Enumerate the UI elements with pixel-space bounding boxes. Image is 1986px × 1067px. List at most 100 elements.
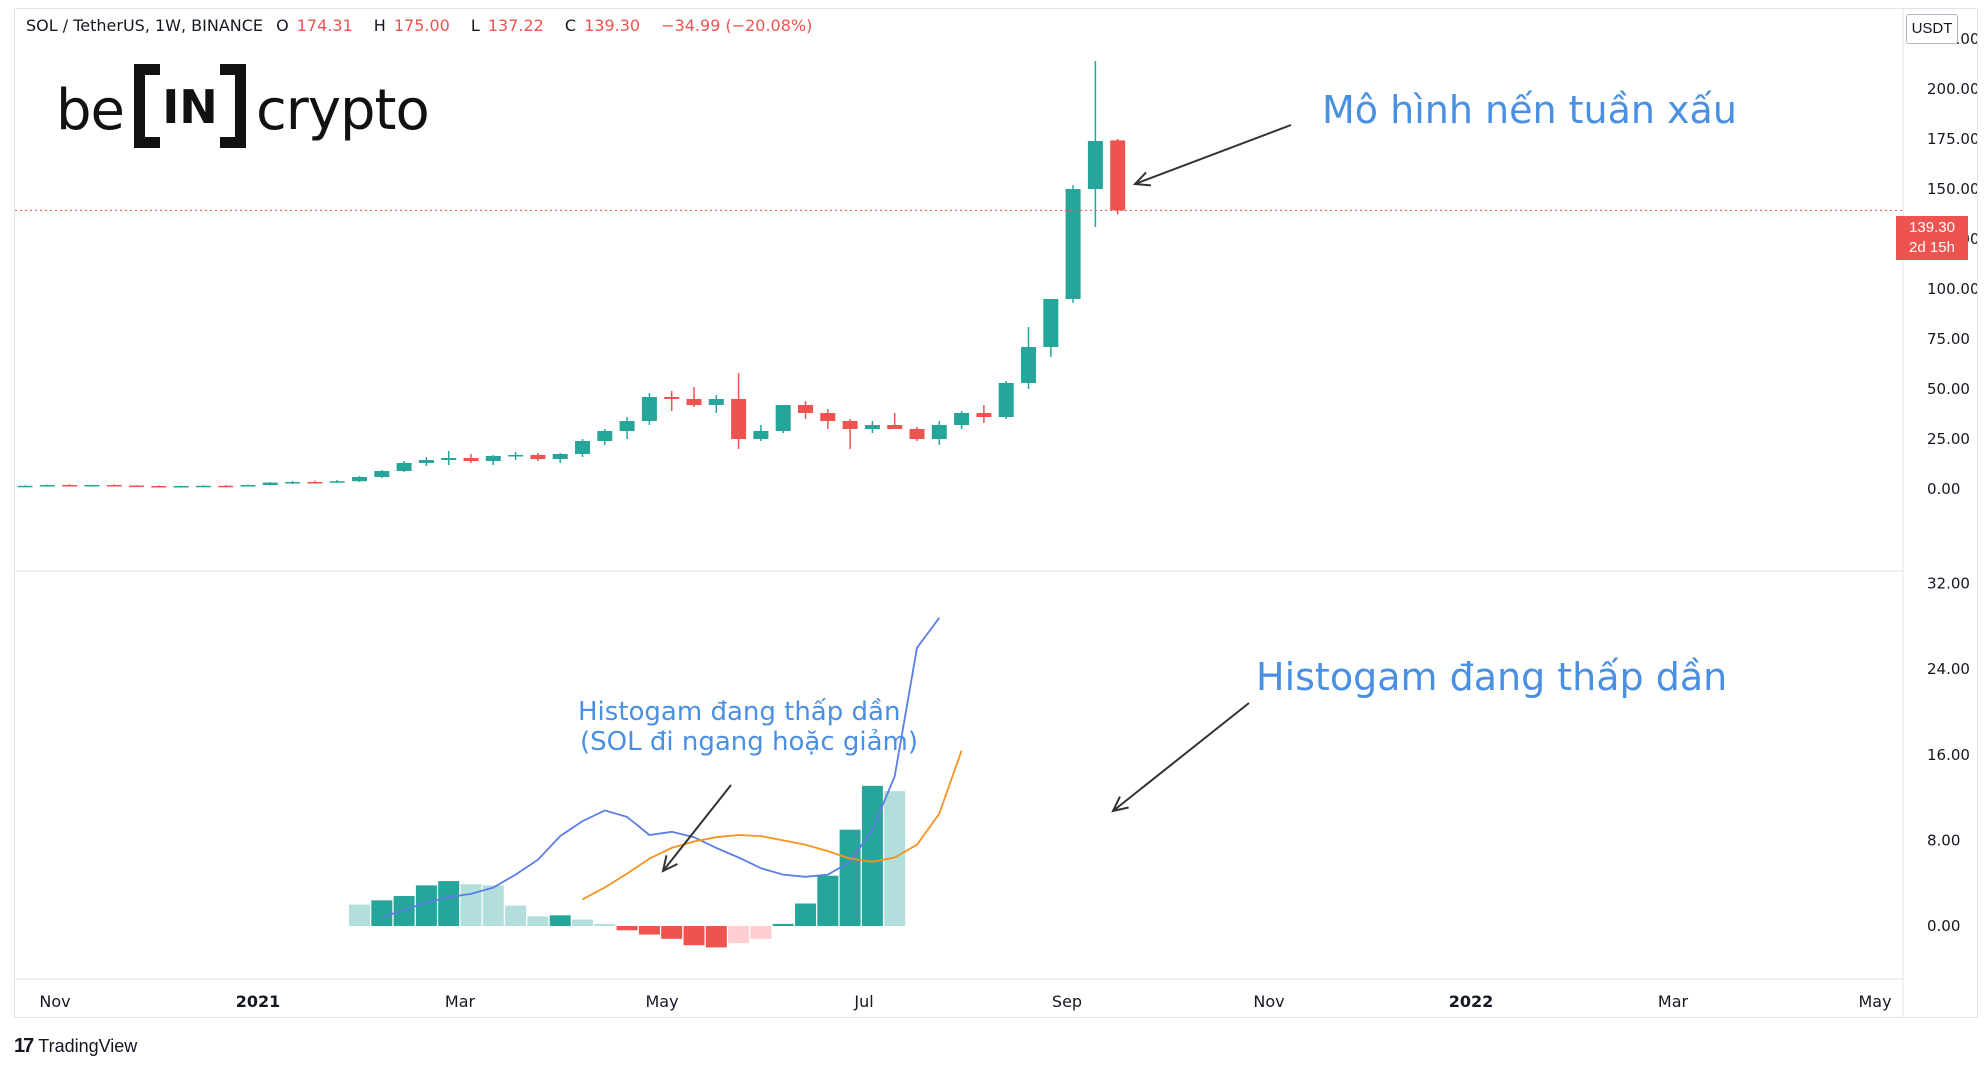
logo-text-right: crypto	[256, 77, 430, 143]
candle-up	[485, 456, 501, 461]
histogram-bar	[638, 926, 660, 935]
price-tick-label: 150.00	[1927, 180, 1977, 198]
candle-down	[62, 485, 78, 487]
annotation-bottom-left-line2: (SOL đi ngang hoặc giảm)	[580, 727, 919, 757]
high-value: 175.00	[393, 16, 450, 35]
candle-down	[887, 425, 903, 429]
candle-down	[731, 399, 747, 439]
candle-up	[619, 421, 635, 431]
bar-countdown: 2d 15h	[1909, 239, 1955, 256]
time-tick-label: May	[645, 992, 678, 1011]
tradingview-brand-label: TradingView	[38, 1036, 138, 1056]
candle-down	[151, 486, 167, 488]
left-bracket-icon	[134, 64, 160, 148]
candle-up	[195, 485, 211, 488]
histogram-bar	[861, 785, 883, 926]
time-tick-label: Mar	[445, 992, 476, 1011]
low-label: L 137.22	[470, 16, 544, 35]
candle-down	[798, 405, 813, 413]
indicator-tick-label: 16.00	[1927, 746, 1970, 764]
change-value: −34.99 (−20.08%)	[661, 16, 813, 35]
tradingview-logo-icon: 17	[14, 1035, 34, 1057]
logo-text-left: be	[56, 77, 125, 143]
symbol-header: SOL / TetherUS, 1W, BINANCE O 174.31 H 175…	[26, 16, 820, 35]
time-tick-label: Mar	[1658, 992, 1689, 1011]
price-tick-label: 50.00	[1927, 380, 1970, 398]
time-tick-label: Nov	[39, 992, 70, 1011]
logo-bracket-box: IN	[134, 64, 246, 156]
histogram-bar	[482, 885, 504, 926]
candle-up	[285, 482, 301, 484]
time-tick-label: Jul	[853, 992, 873, 1011]
candle-up	[396, 463, 412, 471]
candle-down	[1110, 140, 1126, 211]
candle-up	[352, 477, 367, 482]
histogram-bar	[527, 916, 549, 926]
open-value: 174.31	[296, 16, 353, 35]
indicator-tick-label: 24.00	[1927, 660, 1970, 678]
currency-unit-button[interactable]: USDT	[1906, 14, 1958, 44]
candle-down	[218, 485, 234, 488]
candle-down	[842, 421, 858, 429]
annotation-arrow-bottom-right	[1112, 702, 1250, 812]
tradingview-brand[interactable]: 17 TradingView	[14, 1035, 137, 1058]
candle-up	[262, 482, 278, 485]
candle-up	[84, 485, 100, 487]
beincrypto-logo: be IN crypto	[56, 60, 430, 160]
indicator-tick-label: 8.00	[1927, 831, 1960, 849]
last-price-tag: 139.30 2d 15h	[1896, 216, 1968, 260]
annotation-top: Mô hình nến tuần xấu	[1322, 88, 1737, 132]
price-tick-label: 100.00	[1927, 280, 1977, 298]
histogram-bar	[705, 926, 727, 948]
histogram-bar	[460, 884, 482, 926]
histogram-bar	[349, 904, 370, 926]
histogram-bar	[415, 885, 437, 926]
candle-down	[463, 458, 479, 461]
candle-up	[39, 485, 55, 487]
histogram-bar	[728, 926, 750, 944]
candle-up	[329, 481, 345, 483]
candle-up	[441, 458, 457, 460]
annotation-arrow-top-head	[1132, 171, 1152, 187]
candle-up	[1065, 189, 1081, 299]
candle-down	[909, 429, 925, 439]
right-bracket-icon	[220, 64, 246, 148]
histogram-bar	[393, 896, 415, 926]
annotation-arrow-bottom-right-head	[1111, 796, 1129, 813]
candle-up	[864, 425, 880, 429]
price-tick-label: 0.00	[1927, 480, 1960, 498]
candle-down	[129, 485, 144, 488]
histogram-bar	[549, 915, 571, 926]
histogram-bar	[817, 875, 839, 926]
low-value: 137.22	[487, 16, 544, 35]
histogram-bar	[839, 829, 861, 926]
candle-up	[998, 383, 1014, 417]
candle-down	[664, 397, 680, 399]
candle-up	[954, 413, 970, 425]
time-tick-label: 2022	[1449, 992, 1494, 1011]
logo-text-box: IN	[162, 80, 218, 134]
candle-down	[307, 482, 323, 484]
chart-canvas[interactable]: 225.00200.00175.00150.00125.00100.0075.0…	[15, 9, 1977, 1017]
candle-up	[708, 399, 724, 405]
last-price-value: 139.30	[1909, 219, 1955, 236]
candle-up	[753, 431, 769, 439]
candle-up	[1043, 299, 1059, 347]
histogram-bar	[616, 926, 638, 931]
annotation-bottom-right: Histogam đang thấp dần	[1256, 655, 1728, 699]
indicator-tick-label: 0.00	[1927, 917, 1960, 935]
candle-down	[530, 455, 546, 459]
high-label: H 175.00	[373, 16, 450, 35]
candle-up	[1087, 141, 1103, 189]
annotation-arrow-top	[1134, 124, 1292, 185]
candle-up	[931, 425, 947, 439]
symbol-label[interactable]: SOL / TetherUS, 1W, BINANCE	[26, 16, 264, 35]
candle-down	[820, 413, 836, 421]
indicator-tick-label: 32.00	[1927, 575, 1970, 593]
time-tick-label: Nov	[1253, 992, 1284, 1011]
candle-up	[552, 454, 568, 459]
close-label: C 139.30	[564, 16, 641, 35]
annotation-bottom-left-line1: Histogam đang thấp dần	[578, 697, 901, 727]
candle-up	[240, 485, 256, 487]
candle-up	[418, 460, 434, 463]
